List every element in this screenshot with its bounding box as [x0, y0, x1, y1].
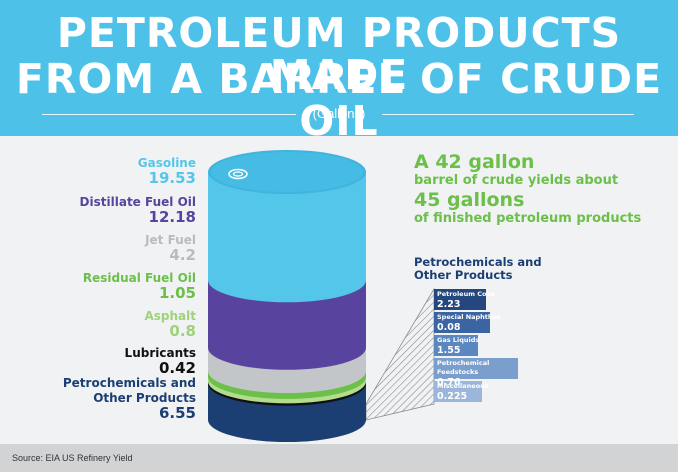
breakdown-box-miscellaneous: [434, 381, 482, 402]
breakdown-box-special-naphthas: [434, 312, 490, 333]
label-residual: Residual Fuel Oil 1.05: [83, 271, 196, 301]
breakdown-name-gas-liquids: Gas Liquids: [437, 336, 480, 344]
label-jet-fuel-value: 4.2: [169, 246, 196, 264]
breakdown-name-petroleum-coke: Petroleum Coke: [437, 290, 496, 298]
unit-rule-left: [42, 114, 296, 115]
label-petrochem-line1: Petrochemicals and: [62, 376, 196, 390]
label-jet-fuel: Jet Fuel 4.2: [145, 233, 196, 263]
barrel-band-distillate-fuel-oil: [208, 280, 366, 370]
headline: A 42 gallon barrel of crude yields about…: [414, 151, 674, 227]
breakdown-label-special-naphthas: Special Naphthas 0.08: [437, 313, 519, 333]
barrel-top-inner: [211, 152, 363, 192]
page-title-line-1: PETROLEUM PRODUCTS MADE: [56, 9, 622, 99]
breakdown-label-petroleum-coke: Petroleum Coke 2.23: [437, 290, 519, 310]
label-distillate: Distillate Fuel Oil 12.18: [80, 195, 196, 225]
breakdown-box-petrochemical-feedstocks: [434, 358, 518, 379]
label-asphalt-name: Asphalt: [144, 309, 196, 323]
source-note: Source: EIA US Refinery Yield: [12, 453, 133, 463]
breakdown-name-petrochemical-feedstocks: Petrochemical Feedstocks: [437, 359, 490, 376]
headline-line-4: of finished petroleum products: [414, 211, 642, 226]
footer: Source: EIA US Refinery Yield: [0, 444, 678, 472]
page-title-line-2: FROM A BARREL OF CRUDE OIL: [15, 55, 663, 145]
label-lubricants-name: Lubricants: [124, 346, 196, 360]
breakdown-label-petrochemical-feedstocks: Petrochemical Feedstocks 0.76: [437, 359, 519, 388]
label-petrochem-line2: Other Products: [93, 391, 196, 405]
header-band: PETROLEUM PRODUCTS MADE FROM A BARREL OF…: [0, 0, 678, 142]
headline-line-1: A 42 gallon: [414, 151, 535, 173]
breakdown-label-miscellaneous: Miscellaneous 0.225: [437, 382, 519, 402]
breakdown-value-miscellaneous: 0.225: [437, 391, 468, 402]
label-petrochem: Petrochemicals and Other Products 6.55: [63, 376, 196, 421]
breakdown-value-petrochemical-feedstocks: 0.76: [437, 377, 461, 388]
label-residual-value: 1.05: [158, 284, 196, 302]
label-distillate-name: Distillate Fuel Oil: [79, 195, 196, 209]
breakdown-label-gas-liquids: Gas Liquids 1.55: [437, 336, 519, 356]
headline-line-2: barrel of crude yields about: [414, 173, 619, 188]
label-lubricants-value: 0.42: [158, 359, 196, 377]
breakdown-value-petroleum-coke: 2.23: [437, 299, 461, 310]
breakdown-name-special-naphthas: Special Naphthas: [437, 313, 501, 321]
unit-row: (Gallons): [0, 104, 678, 124]
label-gasoline: Gasoline 19.53: [138, 156, 196, 186]
label-lubricants: Lubricants 0.42: [125, 346, 196, 376]
breakdown-callout-hatch: [365, 287, 435, 421]
label-petrochem-value: 6.55: [158, 404, 196, 422]
label-asphalt-value: 0.8: [169, 322, 196, 340]
label-jet-fuel-name: Jet Fuel: [145, 233, 196, 247]
label-gasoline-name: Gasoline: [137, 156, 196, 170]
barrel-band-gasoline: [208, 172, 366, 303]
barrel-cap-icon: [228, 168, 248, 180]
headline-line-3: 45 gallons: [414, 189, 525, 211]
petrochem-title-line1: Petrochemicals and: [414, 255, 542, 269]
petrochem-title-line2: Other Products: [414, 268, 513, 282]
breakdown-name-miscellaneous: Miscellaneous: [437, 382, 489, 390]
breakdown-box-gas-liquids: [434, 335, 478, 356]
label-distillate-value: 12.18: [148, 208, 196, 226]
breakdown-value-special-naphthas: 0.08: [437, 322, 461, 333]
label-gasoline-value: 19.53: [148, 169, 196, 187]
label-asphalt: Asphalt 0.8: [144, 309, 196, 339]
unit-rule-right: [382, 114, 634, 115]
unit-label: (Gallons): [312, 106, 366, 121]
breakdown-box-petroleum-coke: [434, 289, 486, 310]
breakdown-value-gas-liquids: 1.55: [437, 345, 461, 356]
label-residual-name: Residual Fuel Oil: [82, 271, 196, 285]
petrochem-breakdown-title: Petrochemicals and Other Products: [414, 256, 614, 282]
